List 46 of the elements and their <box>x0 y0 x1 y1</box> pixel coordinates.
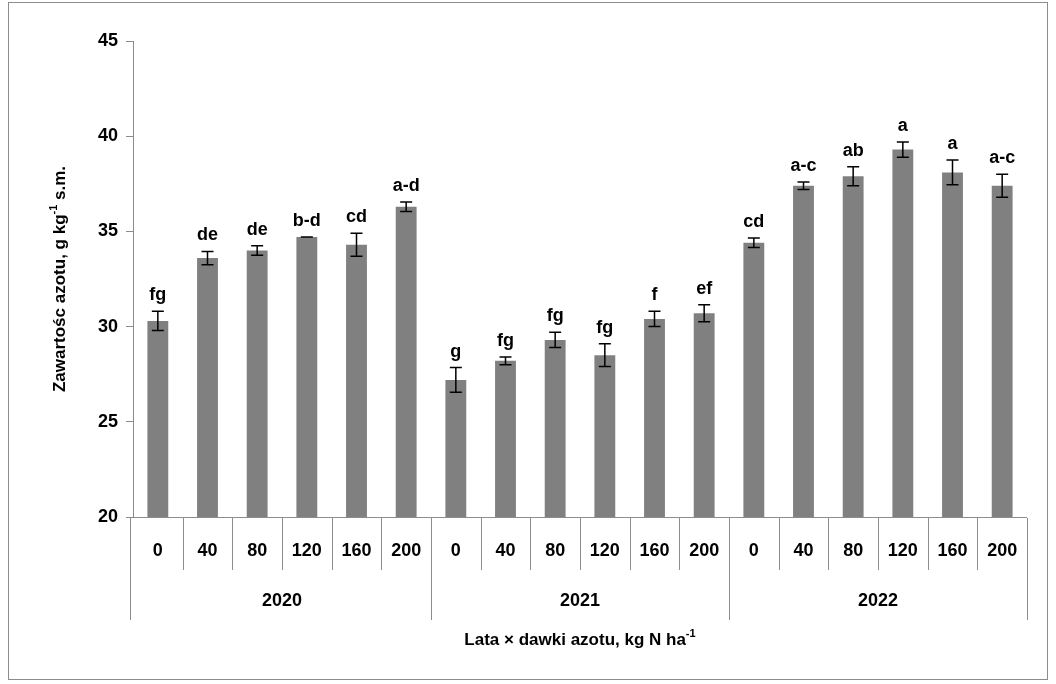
data-label: cd <box>346 206 368 227</box>
data-label: de <box>246 218 268 239</box>
x-tick-label: 200 <box>689 539 720 560</box>
data-label: fg <box>497 330 515 351</box>
y-tick-label: 35 <box>97 220 118 241</box>
x-tick-label: 0 <box>748 539 759 560</box>
y-tick-label: 30 <box>97 315 118 336</box>
data-label: a-c <box>989 147 1016 168</box>
y-axis-title: Zawartośc azotu, g kg-1 s.m. <box>47 165 69 393</box>
data-label: ab <box>842 139 864 160</box>
data-label: ef <box>696 277 714 298</box>
data-label: b-d <box>292 210 321 231</box>
text: 2022 <box>857 589 899 610</box>
x-tick-label: 40 <box>793 539 814 560</box>
data-label: fg <box>546 305 564 326</box>
x-tick-label: 160 <box>341 539 372 560</box>
x-tick-label: 160 <box>937 539 968 560</box>
y-tick-label: 45 <box>97 29 118 50</box>
data-label: a <box>947 132 959 153</box>
x-tick-label: 40 <box>197 539 218 560</box>
data-label: cd <box>743 211 765 232</box>
x-tick-label: 200 <box>987 539 1018 560</box>
x-tick-label: 40 <box>495 539 516 560</box>
data-label: g <box>450 340 462 361</box>
x-tick-label: 160 <box>639 539 670 560</box>
x-tick-label: 0 <box>450 539 461 560</box>
text: 2021 <box>559 589 601 610</box>
y-tick-label: 25 <box>97 410 118 431</box>
x-tick-label: 80 <box>545 539 566 560</box>
data-label: a-c <box>790 154 817 175</box>
data-label: a <box>897 114 909 135</box>
text: 2020 <box>261 589 303 610</box>
x-tick-label: 120 <box>291 539 322 560</box>
data-label: fg <box>149 284 167 305</box>
data-label: f <box>651 284 659 305</box>
x-tick-label: 80 <box>843 539 864 560</box>
x-tick-label: 200 <box>391 539 422 560</box>
x-tick-label: 0 <box>152 539 163 560</box>
data-label: fg <box>596 316 614 337</box>
x-tick-label: 80 <box>247 539 268 560</box>
y-tick-label: 20 <box>97 505 118 526</box>
data-label: a-d <box>392 174 420 195</box>
data-label: de <box>197 224 219 245</box>
x-tick-label: 120 <box>887 539 918 560</box>
x-tick-label: 120 <box>589 539 620 560</box>
y-tick-label: 40 <box>97 125 118 146</box>
